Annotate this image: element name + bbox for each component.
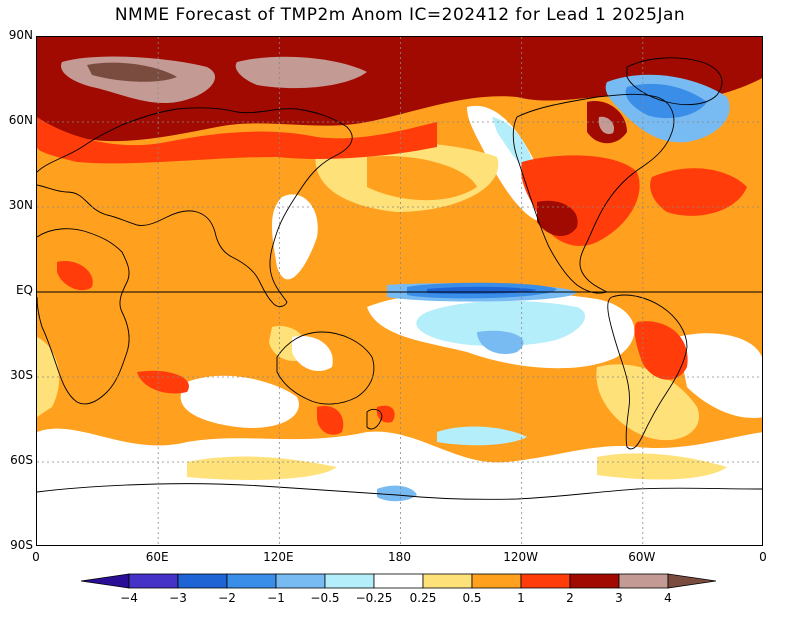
field-eq-pacific-cool [416,300,586,347]
field-south-atlantic-white [677,333,762,418]
field-arctic-warm [37,37,762,142]
colorbar-tick-label: 1 [517,591,525,605]
outline-new-zealand [366,408,383,430]
field-africa-red [57,261,93,291]
lat-tick-label: 30S [10,368,33,382]
colorbar-under-triangle [80,573,130,589]
field-n-pacific-orange [367,156,477,201]
colorbar-tick-label: 0.25 [409,591,437,605]
lon-tick-label: 120W [503,550,539,564]
field-australia-white [292,336,333,372]
lat-tick-label: 30N [8,198,33,212]
outline-australia [276,331,375,405]
colorbar-swatch [422,573,473,589]
lon-tick-label: 60W [628,550,656,564]
map-title: NMME Forecast of TMP2m Anom IC=202412 fo… [114,5,686,25]
lon-tick-label: 0 [32,550,40,564]
field-china-white [272,194,318,280]
field-eurasia-red [37,117,437,164]
field-s-atlantic-band [597,453,727,480]
lat-tick-label: 90N [8,28,33,42]
outline-greenland [626,57,723,106]
field-tasmania-red [317,406,344,435]
field-n-atlantic-red [650,168,747,216]
colorbar-swatch [569,573,620,589]
continent-outlines [37,57,762,500]
lon-tick-label: 120E [263,550,294,564]
colorbar-tick-label: 2 [566,591,574,605]
colorbar-swatch [471,573,522,589]
colorbar-tick-label: 0.5 [462,591,482,605]
colorbar-tick-label: −2 [218,591,236,605]
lat-tick-label: 60N [8,113,33,127]
colorbar-swatch [275,573,326,589]
colorbar [80,573,717,589]
colorbar-swatch [177,573,228,589]
field-eq-pacific-patch [477,330,524,355]
outline-antarctica [37,483,762,500]
lat-tick-label: EQ [15,283,33,297]
field-indian-ocean-red [137,370,189,394]
outline-south-america [607,294,688,450]
colorbar-tick-label: −1 [267,591,285,605]
lat-tick-label: 90S [10,538,33,552]
field-canada-blue [625,83,707,119]
colorbar-over-triangle [667,573,717,589]
field-indian-ocean-white [180,375,299,428]
colorbar-tick-label: 3 [615,591,623,605]
colorbar-swatch [373,573,424,589]
field-southern-yellow [187,456,337,480]
field-s-america-red [634,321,688,380]
outline-eurasia [37,107,353,307]
colorbar-tick-label: −3 [169,591,187,605]
colorbar-tick-label: −0.25 [355,591,393,605]
field-antarctic-cool [377,485,417,502]
outline-north-america [512,93,675,294]
map-panel [36,36,763,546]
colorbar-tick-label: 4 [664,591,672,605]
field-s-pacific-cool [437,426,527,446]
field-sw-usa-darkred [537,200,578,237]
outline-africa [37,228,130,405]
colorbar-tick-label: −0.5 [310,591,340,605]
field-east-siberia-brown [235,56,367,89]
colorbar-swatch [324,573,375,589]
anomaly-fields [37,37,762,545]
field-siberia-darkbrown [87,62,177,82]
field-hudson-brown [598,116,615,135]
field-south-atlantic-yellow [596,364,699,441]
lat-tick-label: 60S [10,453,33,467]
colorbar-tick-label: −4 [120,591,138,605]
lon-tick-label: 180 [388,550,411,564]
anomaly-map [37,37,762,545]
lon-tick-label: 60E [145,550,169,564]
colorbar-swatch [226,573,277,589]
colorbar-swatch [520,573,571,589]
colorbar-swatch [618,573,669,589]
colorbar-swatch [128,573,179,589]
lon-tick-label: 0 [759,550,767,564]
